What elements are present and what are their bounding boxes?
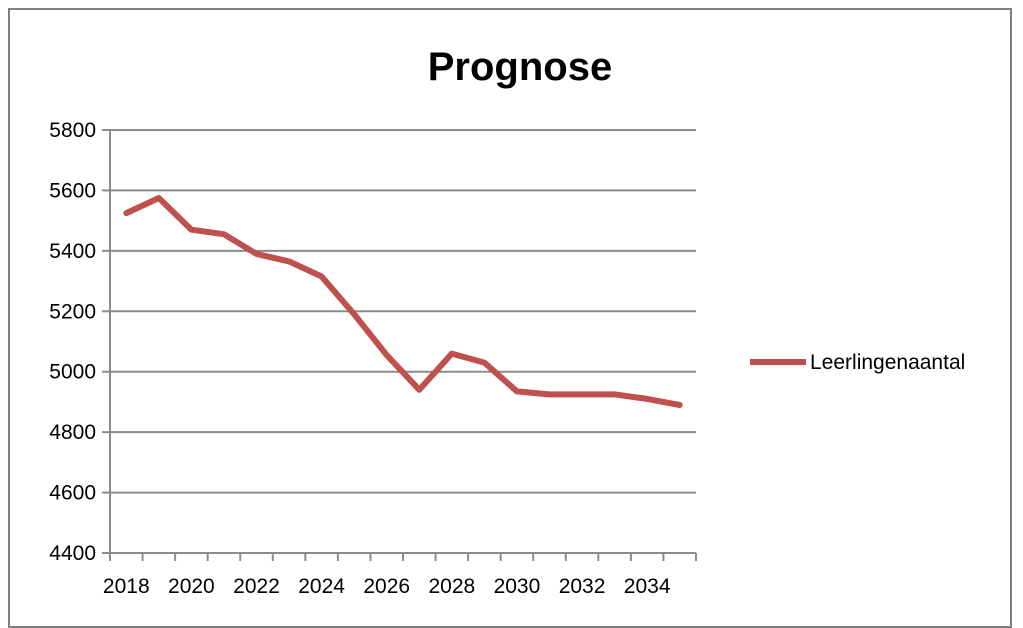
data-point xyxy=(386,355,387,356)
gridlines xyxy=(110,129,696,494)
axes xyxy=(102,129,697,561)
y-tick-label: 5800 xyxy=(49,119,96,142)
legend-label: Leerlingenaantal xyxy=(810,351,965,374)
x-tick-label: 2026 xyxy=(363,575,410,598)
data-point xyxy=(223,234,224,235)
x-tick-label: 2028 xyxy=(428,575,475,598)
y-tick-label: 4400 xyxy=(49,542,96,565)
y-tick-label: 5200 xyxy=(49,300,96,323)
y-tick-label: 5000 xyxy=(49,361,96,384)
x-tick-label: 2022 xyxy=(233,575,280,598)
data-point xyxy=(191,229,192,230)
data-point xyxy=(321,276,322,277)
y-tick-label: 5600 xyxy=(49,179,96,202)
data-point xyxy=(679,404,680,405)
x-tick-label: 2020 xyxy=(168,575,215,598)
data-point xyxy=(582,394,583,395)
x-tick-label: 2030 xyxy=(494,575,541,598)
series-line-leerlingenaantal xyxy=(123,195,683,408)
data-point xyxy=(484,362,485,363)
x-tick-label: 2032 xyxy=(559,575,606,598)
series-layer xyxy=(123,195,683,408)
data-point xyxy=(289,261,290,262)
y-tick-label: 5400 xyxy=(49,240,96,263)
data-point xyxy=(549,394,550,395)
data-point xyxy=(516,391,517,392)
y-tick-labels: 4400 4600 4800 5000 5200 5400 5600 5800 xyxy=(49,119,96,565)
x-tick-labels: 2018 2020 2022 2024 2026 2028 2030 2032 2034 xyxy=(103,575,671,598)
data-point xyxy=(614,394,615,395)
data-point xyxy=(451,353,452,354)
data-point xyxy=(158,197,159,198)
y-tick-label: 4800 xyxy=(49,421,96,444)
data-point xyxy=(126,213,127,214)
x-tick-label: 2024 xyxy=(298,575,345,598)
chart-title: Prognose xyxy=(428,45,612,89)
data-point xyxy=(647,398,648,399)
legend: Leerlingenaantal xyxy=(750,351,965,374)
y-tick-label: 4600 xyxy=(49,482,96,505)
chart-frame xyxy=(8,8,1012,628)
data-point xyxy=(354,314,355,315)
x-tick-label: 2018 xyxy=(103,575,150,598)
x-tick-label: 2034 xyxy=(624,575,671,598)
data-point xyxy=(419,389,420,390)
data-point xyxy=(256,253,257,254)
